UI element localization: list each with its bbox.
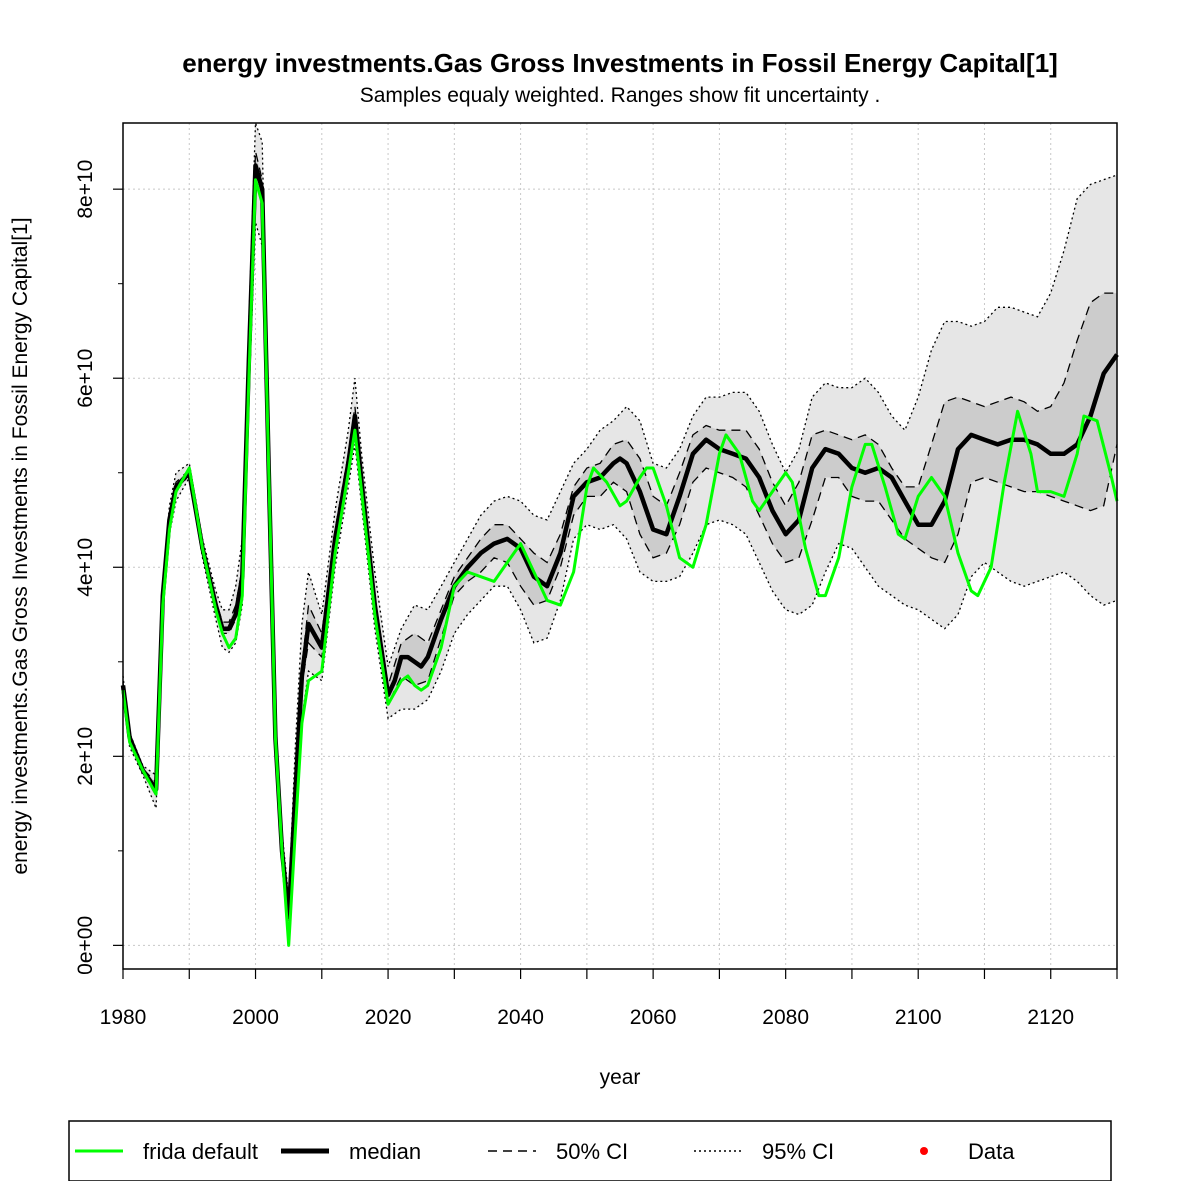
y-axis: 0e+00 2e+10 4e+10 6e+10 8e+10: [74, 160, 123, 975]
legend: frida default median 50% CI 95% CI Data: [68, 1120, 1112, 1181]
legend-label-95ci: 95% CI: [762, 1139, 834, 1164]
ci95-lower-line: [122, 222, 1118, 927]
ci50-band: [123, 151, 1117, 919]
y-tick-label: 6e+10: [74, 349, 97, 408]
ci50-upper-line: [122, 151, 1117, 916]
x-axis: 1980 2000 2020 2040 2060 2080 2100 2120: [100, 969, 1118, 1029]
x-tick-label: 2080: [762, 1006, 809, 1029]
chart-title: energy investments.Gas Gross Investments…: [182, 48, 1058, 78]
x-tick-label: 2120: [1027, 1006, 1074, 1029]
x-axis-label: year: [600, 1066, 641, 1089]
y-axis-label: energy investments.Gas Gross Investments…: [9, 217, 32, 874]
legend-label-50ci: 50% CI: [556, 1139, 628, 1164]
legend-swatch-data: [920, 1147, 928, 1155]
frida-default-line: [121, 178, 1119, 947]
x-tick-label: 2060: [630, 1006, 677, 1029]
legend-box: [68, 1120, 1112, 1181]
y-tick-label: 2e+10: [74, 727, 97, 786]
ci95-band: [123, 123, 1117, 927]
y-tick-label: 0e+00: [74, 916, 97, 975]
plot-area: [120, 122, 1119, 970]
series-lines: [120, 122, 1119, 947]
ci-bands: [123, 123, 1117, 927]
y-tick-label: 4e+10: [74, 538, 97, 597]
chart-subtitle: Samples equaly weighted. Ranges show fit…: [360, 84, 881, 107]
x-tick-label: 2020: [365, 1006, 412, 1029]
legend-label-median: median: [349, 1139, 421, 1164]
x-tick-label: 2100: [895, 1006, 942, 1029]
legend-label-frida-default: frida default: [143, 1139, 258, 1164]
x-tick-label: 2000: [232, 1006, 279, 1029]
y-tick-label: 8e+10: [74, 160, 97, 219]
legend-label-data: Data: [968, 1139, 1015, 1164]
plot-frame: [122, 122, 1118, 970]
x-tick-label: 1980: [100, 1006, 147, 1029]
x-tick-label: 2040: [497, 1006, 544, 1029]
